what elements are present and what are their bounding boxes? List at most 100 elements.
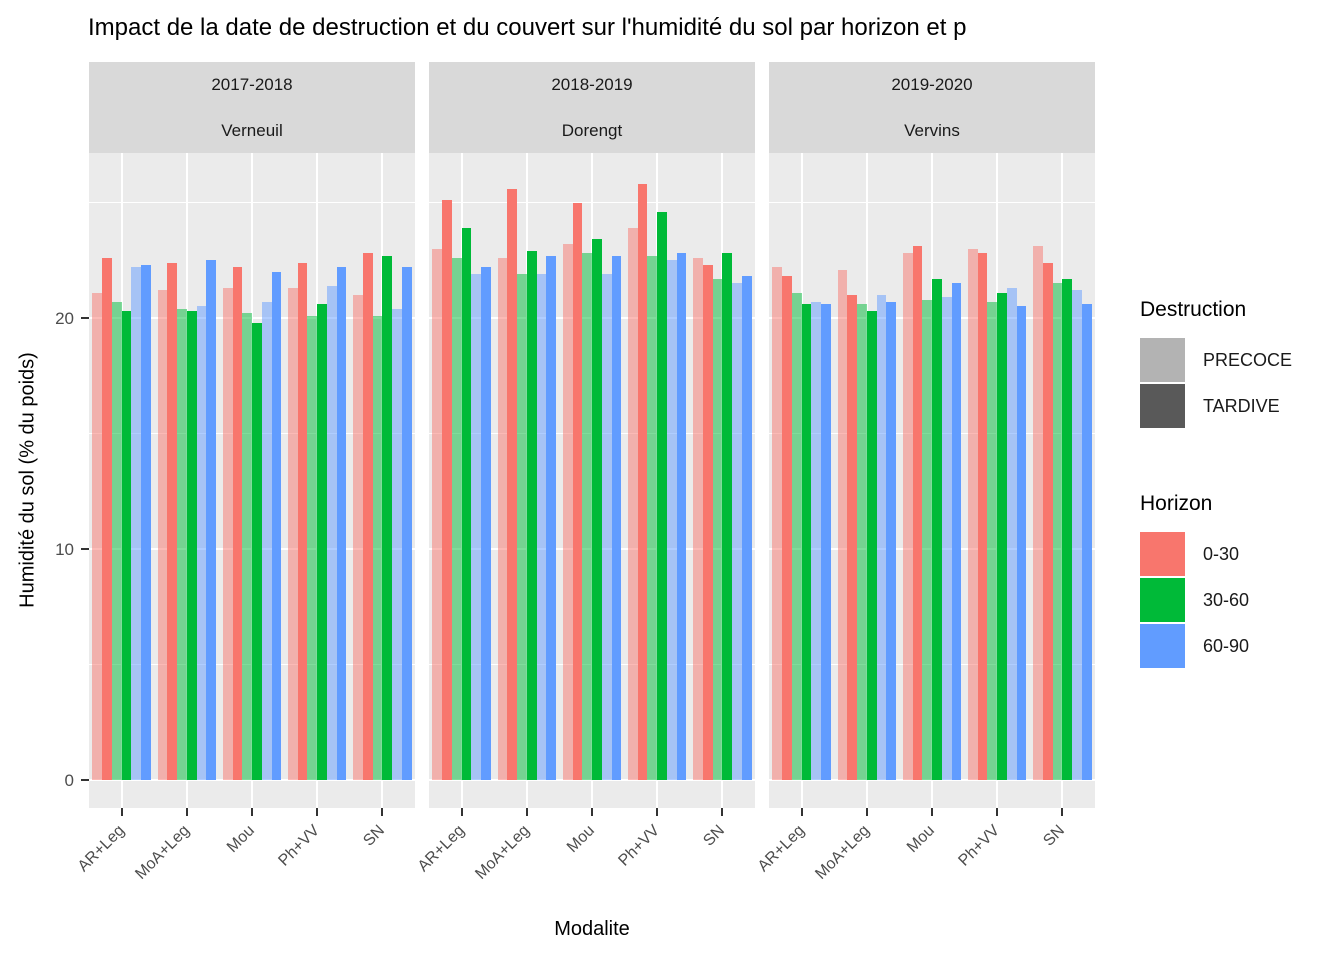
bar-TARDIVE-30-60	[722, 253, 733, 780]
legend-destruction-swatch-TARDIVE	[1140, 384, 1185, 428]
bar-group-Ph+VV	[967, 248, 1027, 780]
bar-PRECOCE-0-30	[902, 253, 913, 780]
bar-PRECOCE-0-30	[92, 292, 103, 780]
bar-PRECOCE-0-30	[157, 290, 168, 780]
bar-PRECOCE-30-60	[1052, 283, 1063, 780]
x-axis-tick	[316, 808, 319, 816]
bar-TARDIVE-0-30	[782, 276, 792, 780]
bar-TARDIVE-60-90	[206, 260, 217, 780]
bar-PRECOCE-60-90	[196, 306, 207, 780]
x-axis-title: Modalite	[554, 918, 630, 940]
bar-PRECOCE-30-60	[372, 315, 383, 780]
bar-PRECOCE-30-60	[647, 255, 658, 780]
bar-PRECOCE-60-90	[392, 308, 402, 780]
facet-strip-year: 2019-2020	[891, 75, 973, 95]
bar-TARDIVE-0-30	[507, 188, 518, 780]
facet-strip-2019-2020: 2019-2020 Vervins	[769, 62, 1095, 153]
bar-PRECOCE-60-90	[732, 283, 742, 780]
gridline-major	[89, 317, 415, 319]
bar-PRECOCE-0-30	[432, 248, 443, 780]
bar-TARDIVE-60-90	[611, 255, 622, 780]
bar-group-MoA+Leg	[837, 269, 897, 780]
bar-PRECOCE-0-30	[693, 257, 703, 780]
bar-PRECOCE-60-90	[131, 267, 142, 780]
bar-TARDIVE-0-30	[847, 294, 858, 780]
bar-TARDIVE-0-30	[977, 253, 988, 780]
bar-PRECOCE-0-30	[562, 244, 573, 780]
x-axis-tick	[460, 808, 463, 816]
bar-PRECOCE-30-60	[517, 274, 527, 780]
legend-horizon-swatch-0-30	[1140, 532, 1185, 576]
bar-PRECOCE-30-60	[451, 257, 462, 780]
bar-TARDIVE-30-60	[461, 227, 472, 780]
bar-PRECOCE-0-30	[772, 267, 783, 780]
bar-TARDIVE-60-90	[336, 267, 347, 780]
legend-horizon-label: 60-90	[1203, 636, 1250, 656]
bar-TARDIVE-0-30	[912, 246, 923, 780]
bar-TARDIVE-30-60	[1062, 278, 1073, 780]
bar-TARDIVE-0-30	[442, 200, 452, 780]
bar-TARDIVE-30-60	[121, 311, 132, 780]
y-tick-label: 0	[64, 771, 74, 790]
x-axis-tick	[656, 808, 659, 816]
bar-PRECOCE-60-90	[261, 301, 272, 780]
legend-horizon-label: 30-60	[1203, 590, 1250, 610]
bar-TARDIVE-0-30	[102, 257, 112, 780]
bar-PRECOCE-60-90	[1006, 287, 1017, 780]
bar-TARDIVE-30-60	[932, 278, 942, 780]
bar-PRECOCE-0-30	[837, 269, 848, 780]
bar-PRECOCE-30-60	[177, 308, 187, 780]
x-axis-tick	[996, 808, 999, 816]
bar-TARDIVE-60-90	[821, 304, 831, 780]
x-axis-tick	[721, 808, 724, 816]
bar-TARDIVE-0-30	[1042, 262, 1053, 780]
y-tick-label: 10	[55, 540, 74, 559]
facet-panel-Vervins	[769, 153, 1095, 808]
chart-title: Impact de la date de destruction et du c…	[88, 14, 967, 41]
bar-TARDIVE-30-60	[186, 311, 197, 780]
bar-group-AR+Leg	[432, 200, 491, 780]
bar-PRECOCE-0-30	[1033, 246, 1043, 780]
bar-group-Mou	[902, 246, 962, 780]
bar-PRECOCE-60-90	[536, 274, 547, 780]
bar-PRECOCE-60-90	[666, 260, 677, 780]
gridline-major	[769, 779, 1095, 781]
bar-TARDIVE-60-90	[141, 264, 151, 780]
bar-TARDIVE-30-60	[382, 255, 393, 780]
bar-TARDIVE-0-30	[637, 184, 648, 780]
bar-TARDIVE-0-30	[702, 264, 713, 780]
bar-PRECOCE-30-60	[987, 301, 998, 780]
bar-PRECOCE-60-90	[601, 274, 612, 780]
bar-PRECOCE-30-60	[582, 253, 592, 780]
bar-PRECOCE-0-30	[353, 294, 363, 780]
x-axis-tick	[931, 808, 933, 816]
bar-TARDIVE-30-60	[526, 251, 537, 780]
bar-TARDIVE-30-60	[592, 239, 602, 780]
y-axis-tick	[81, 317, 89, 319]
bar-TARDIVE-60-90	[1081, 304, 1092, 780]
bar-TARDIVE-60-90	[481, 267, 491, 780]
bar-group-Mou	[562, 202, 622, 780]
legend-horizon-swatch-60-90	[1140, 624, 1185, 668]
bar-PRECOCE-30-60	[307, 315, 318, 780]
bar-PRECOCE-0-30	[627, 227, 638, 780]
bar-PRECOCE-0-30	[222, 287, 233, 780]
bar-TARDIVE-30-60	[801, 304, 812, 780]
bar-group-AR+Leg	[92, 257, 151, 780]
legend-destruction-label: TARDIVE	[1203, 396, 1280, 416]
bar-group-SN	[1033, 246, 1092, 780]
x-axis-tick	[800, 808, 803, 816]
bar-PRECOCE-30-60	[791, 292, 802, 780]
gridline-minor	[769, 201, 1095, 203]
gridline-minor	[89, 201, 415, 203]
bar-PRECOCE-60-90	[941, 297, 952, 780]
bar-PRECOCE-0-30	[287, 287, 298, 780]
bar-TARDIVE-30-60	[997, 292, 1007, 780]
bar-group-MoA+Leg	[497, 188, 557, 780]
facet-panel-Verneuil	[89, 153, 415, 808]
facet-strip-site: Verneuil	[221, 120, 283, 140]
x-axis-tick	[1061, 808, 1064, 816]
bar-group-SN	[693, 253, 752, 780]
bar-group-Mou	[222, 267, 282, 780]
bar-PRECOCE-30-60	[111, 301, 122, 780]
